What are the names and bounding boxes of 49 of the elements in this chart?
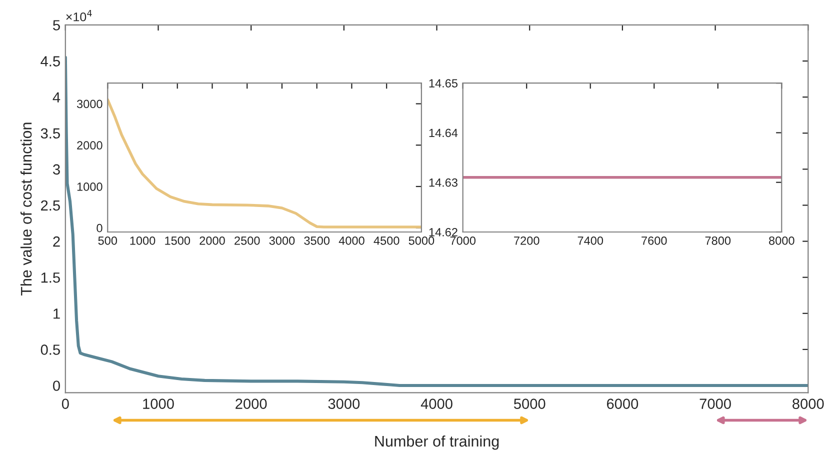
x-tick-label: 500 — [98, 236, 118, 245]
y-tick-label: 0 — [96, 224, 102, 232]
y-tick-label: 14.63 — [429, 178, 458, 187]
y-axis-title: The value of cost function — [20, 122, 32, 296]
x-tick-label: 1000 — [143, 398, 174, 409]
x-tick-label: 1500 — [165, 236, 190, 245]
y-tick-label: 2000 — [77, 141, 102, 150]
x-tick-label: 7000 — [700, 398, 731, 409]
x-tick-label: 4000 — [420, 398, 452, 409]
y-tick-label: 5 — [53, 20, 60, 30]
text: ×10$^{4}$ — [66, 10, 92, 22]
y-tick-label: 2 — [53, 236, 60, 247]
x-tick-label: 3000 — [328, 398, 360, 409]
x-tick-label: 3000 — [269, 236, 295, 245]
x-tick-label: 8000 — [769, 236, 794, 245]
y-tick-label: 4.5 — [40, 56, 60, 66]
x-tick-label: 5000 — [408, 236, 434, 245]
x-tick-label: 1000 — [130, 236, 156, 245]
x-tick-label: 7800 — [705, 236, 731, 245]
x-tick-label: 4500 — [374, 236, 400, 245]
y-tick-label: 0.5 — [40, 344, 60, 355]
x-tick-label: 2500 — [234, 236, 260, 245]
y-tick-label: 2.5 — [41, 200, 60, 211]
y-tick-label: 1000 — [77, 182, 102, 191]
x-tick-label: 2000 — [236, 398, 267, 409]
x-tick-label: 0 — [62, 398, 69, 409]
y-tick-label: 14.64 — [429, 128, 458, 138]
line-series — [108, 98, 422, 228]
x-tick-label: 5000 — [514, 398, 546, 409]
x-tick-label: 4000 — [338, 236, 364, 245]
x-tick-label: 7200 — [514, 236, 540, 245]
y-tick-label: 3000 — [76, 100, 102, 108]
x-axis-title: Number of training — [375, 435, 499, 450]
x-tick-label: 3500 — [304, 236, 330, 245]
y-tick-label: 4 — [52, 92, 60, 102]
x-tick-label: 7400 — [578, 236, 604, 245]
y-tick-label: 1.5 — [41, 272, 60, 283]
x-tick-label: 7600 — [642, 236, 667, 245]
y-tick-label: 1 — [54, 308, 60, 319]
x-tick-label: 6000 — [606, 398, 638, 409]
line-series — [65, 56, 808, 388]
y-tick-label: 14.65 — [429, 79, 458, 88]
x-tick-label: 8000 — [792, 398, 824, 409]
x-tick-label: 7000 — [450, 236, 476, 245]
x-tick-label: 2000 — [200, 236, 225, 245]
y-tick-label: 3 — [52, 164, 60, 175]
y-tick-label: 0 — [53, 380, 60, 391]
y-tick-label: 3.5 — [40, 128, 60, 139]
y-tick-label: 14.62 — [429, 228, 458, 236]
